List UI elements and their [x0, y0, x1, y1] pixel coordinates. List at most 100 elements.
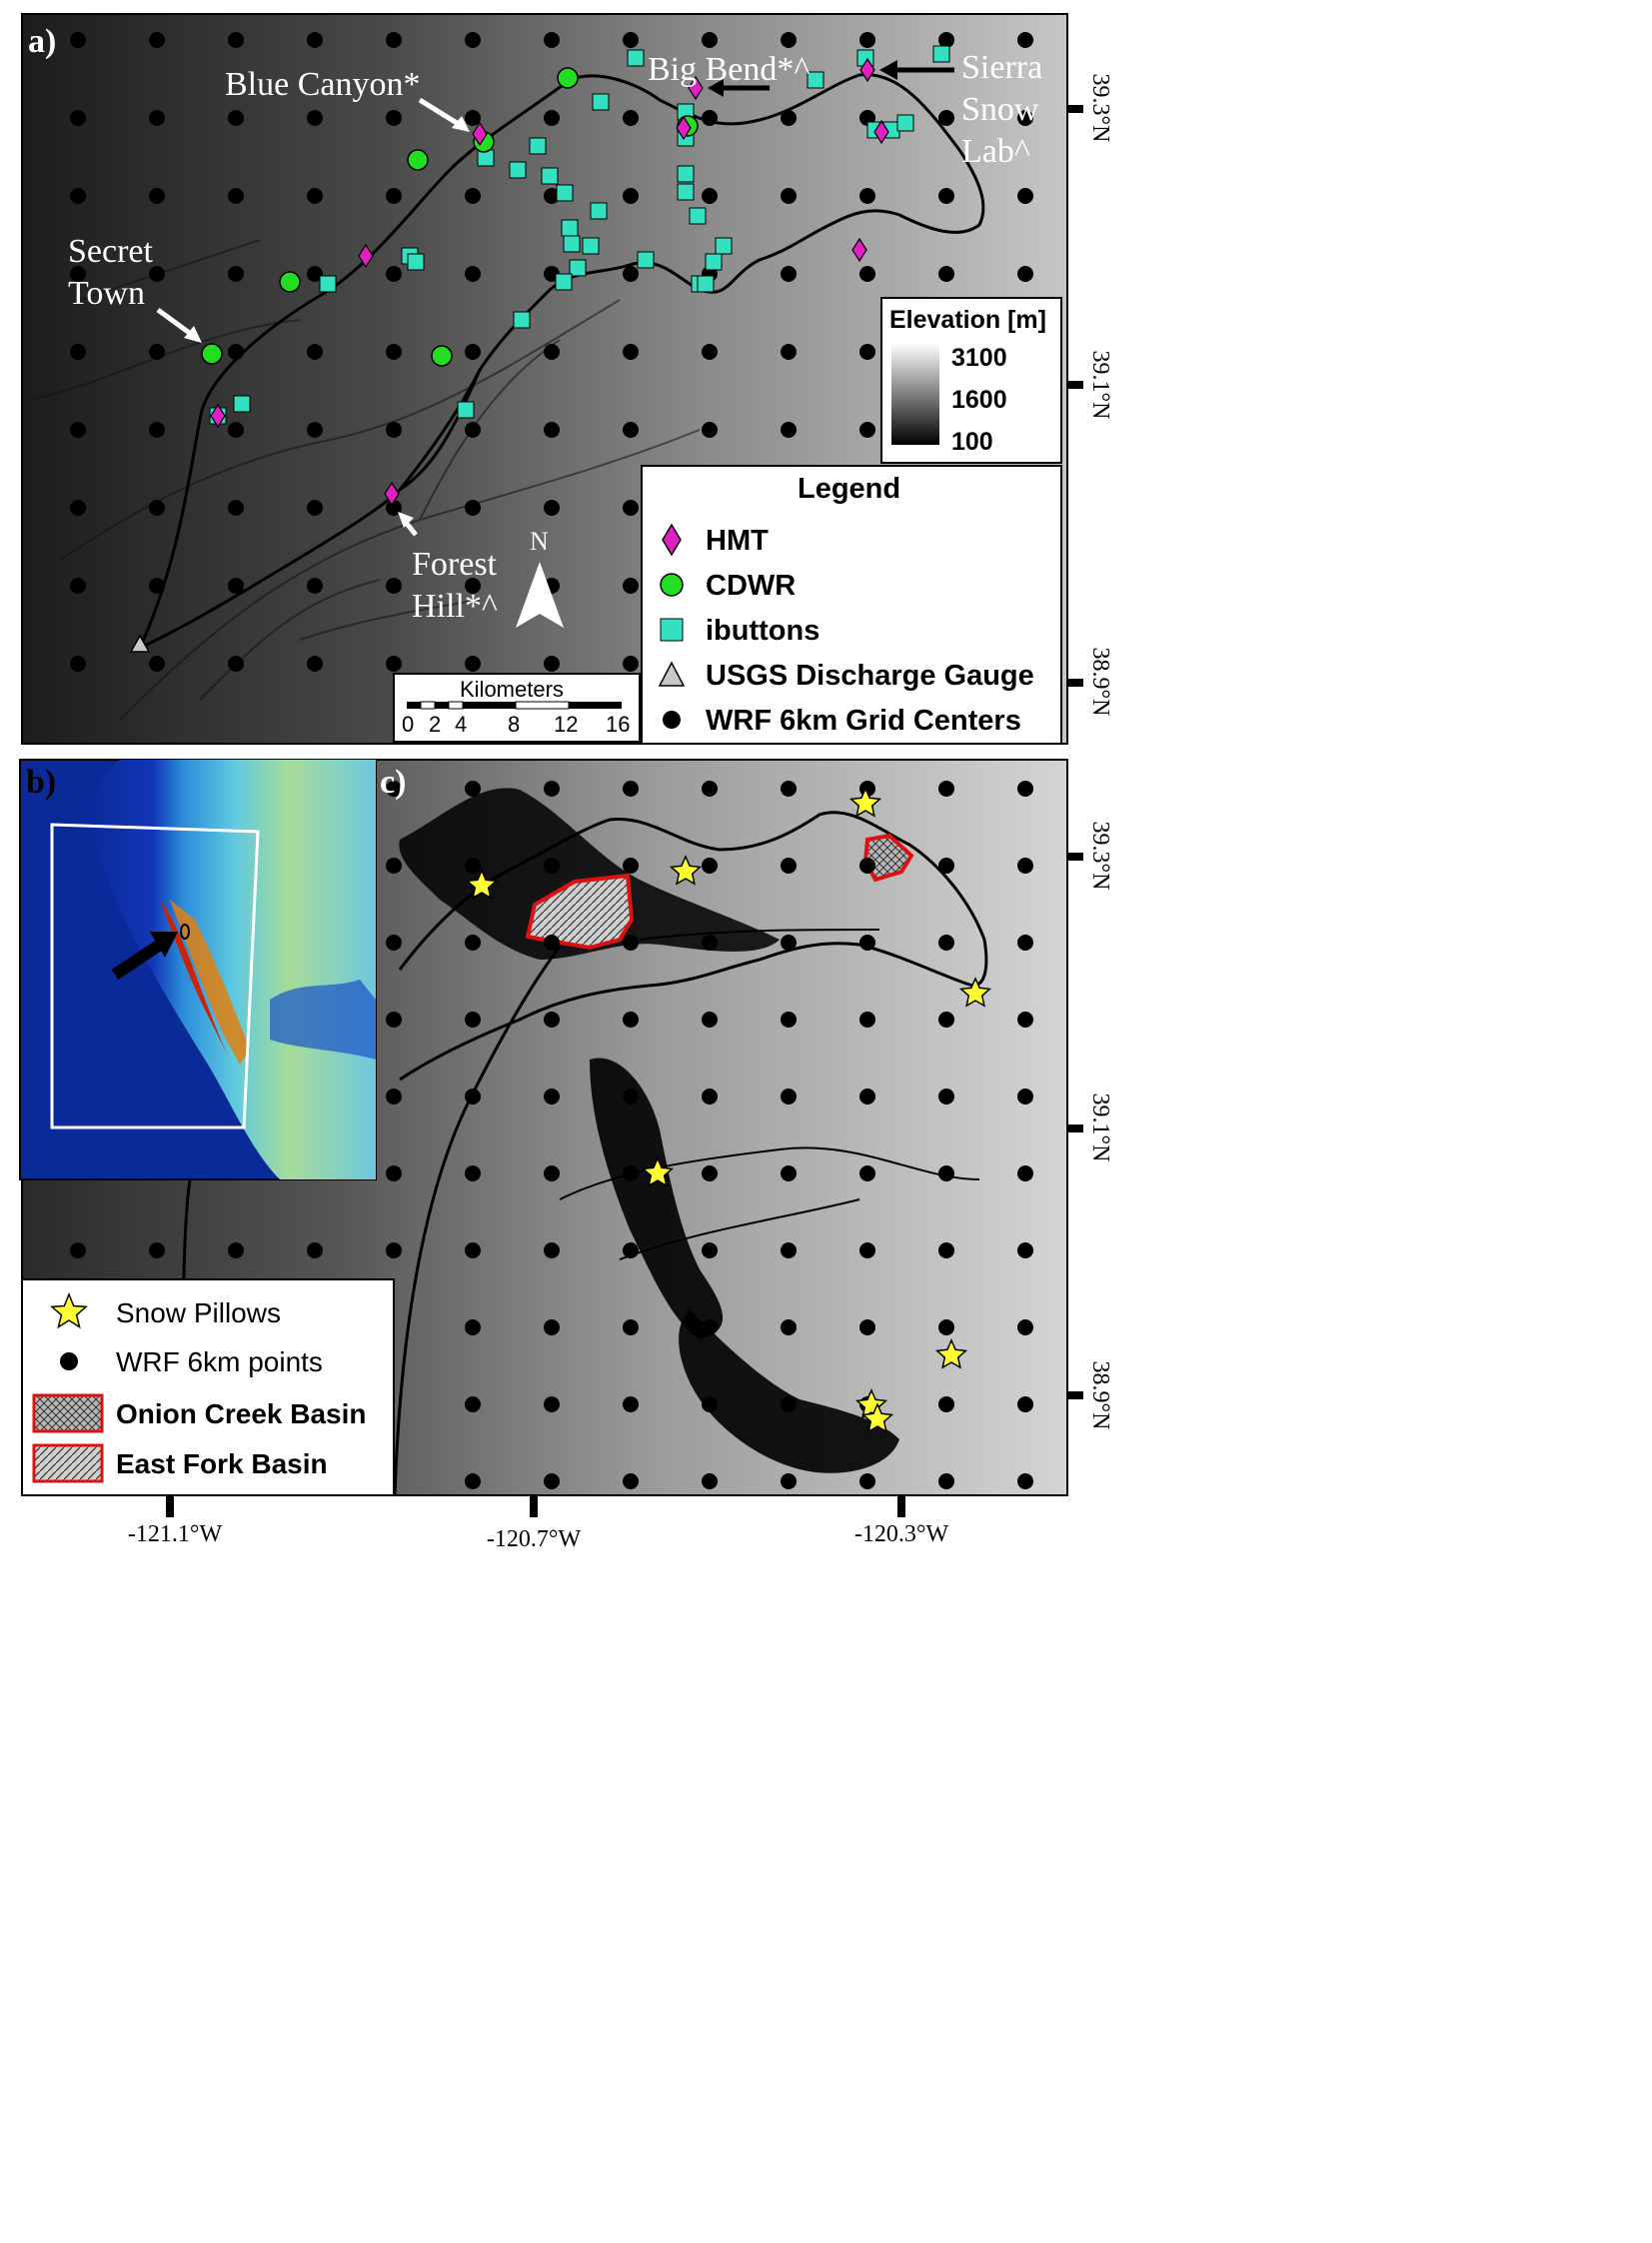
wrf-grid-point: [70, 266, 86, 282]
lat-tick-a-38-9: 38.9°N: [1087, 648, 1113, 717]
arrow-head-blue-canyon: [452, 116, 470, 132]
arrow-head-sierra: [879, 60, 897, 80]
arrow-head-secret-town: [184, 326, 202, 343]
wrf-grid-point: [465, 110, 481, 126]
snow-pillow-marker: [465, 869, 499, 900]
ibutton-marker: [556, 184, 574, 202]
wrf-grid-point: [544, 781, 560, 797]
wrf-grid-point: [938, 1242, 954, 1258]
wrf-grid-point: [702, 1396, 718, 1412]
arrow-head-big-bend: [708, 79, 724, 97]
wrf-grid-point: [70, 578, 86, 594]
scale-tick-16: 16: [606, 712, 630, 737]
hmt-marker: [210, 403, 226, 429]
wrf-grid-point: [544, 1012, 560, 1028]
cdwr-marker: [201, 343, 223, 365]
wrf-grid-point: [386, 266, 402, 282]
legend-wrf-points-icon: [60, 1352, 78, 1370]
legend-snow-pillow-label: Snow Pillows: [116, 1297, 281, 1328]
lon-ticks: -121.1°W -120.7°W -120.3°W: [128, 1495, 948, 1552]
snow-pillow-marker: [848, 787, 882, 818]
wrf-grid-c: [70, 781, 1033, 1489]
hmt-marker: [384, 481, 400, 507]
wrf-grid-point: [938, 781, 954, 797]
wrf-grid-point: [465, 1242, 481, 1258]
wrf-grid-point: [1017, 32, 1033, 48]
ibutton-marker: [563, 235, 581, 253]
panel-a-label: a): [28, 23, 56, 60]
usgs-gauge-marker: [129, 634, 151, 653]
ibutton-marker: [529, 137, 547, 155]
wrf-grid-point: [702, 188, 718, 204]
wrf-grid-point: [702, 422, 718, 438]
wrf-grid-point: [938, 1396, 954, 1412]
wrf-grid-point: [938, 110, 954, 126]
wrf-grid-point: [544, 1165, 560, 1181]
wrf-grid-point: [781, 781, 797, 797]
wrf-grid-point: [544, 32, 560, 48]
lon-tick-120-7: -120.7°W: [487, 1526, 582, 1552]
ibutton-marker: [697, 275, 715, 293]
ibutton-marker: [705, 253, 723, 271]
wrf-grid-point: [781, 1396, 797, 1412]
snow-pillow-marker: [860, 1402, 894, 1433]
wrf-grid-point: [623, 32, 639, 48]
wrf-grid-point: [859, 266, 875, 282]
wrf-grid-point: [149, 32, 165, 48]
wrf-grid-point: [544, 344, 560, 360]
wrf-grid-point: [623, 935, 639, 951]
wrf-grid-point: [781, 1473, 797, 1489]
legend-wrf-label: WRF 6km Grid Centers: [706, 705, 1021, 737]
wrf-grid-point: [544, 1319, 560, 1335]
wrf-grid-point: [781, 1319, 797, 1335]
wrf-grid-point: [386, 344, 402, 360]
wrf-grid-point: [702, 1319, 718, 1335]
panel-b-domain-box: [50, 823, 260, 1129]
wrf-grid-point: [149, 500, 165, 516]
panel-b-sierra-high: [160, 900, 230, 1060]
elevation-ramp: [891, 343, 939, 445]
wrf-grid-point: [859, 858, 875, 874]
wrf-grid-point: [1017, 1242, 1033, 1258]
wrf-grid-point: [228, 500, 244, 516]
panel-a: a) Blue Canyon* Big Bend*^ Sierra Snow L…: [21, 13, 1068, 745]
wrf-grid-point: [623, 422, 639, 438]
legend-east-fork-icon: [32, 1443, 104, 1483]
hmt-marker: [676, 115, 692, 141]
legend-cdwr-label: CDWR: [706, 570, 796, 602]
snow-pillow-marker: [934, 1338, 968, 1369]
basin-inner-a: [399, 369, 482, 492]
legend-onion-creek-label: Onion Creek Basin: [116, 1398, 367, 1429]
ibutton-marker: [627, 49, 645, 67]
wrf-grid-point: [702, 32, 718, 48]
cdwr-marker: [431, 345, 453, 367]
wrf-grid-point: [1017, 1012, 1033, 1028]
wrf-grid-point: [70, 110, 86, 126]
wrf-grid-point: [1017, 110, 1033, 126]
panel-b-sierra-mid: [170, 900, 250, 1065]
wrf-grid-point: [623, 1473, 639, 1489]
wrf-grid-point: [149, 110, 165, 126]
elevation-title: Elevation [m]: [889, 306, 1046, 334]
wrf-grid-point: [307, 266, 323, 282]
wrf-grid-point: [307, 500, 323, 516]
elevation-colorbar: Elevation [m] 3100 1600 100: [880, 297, 1062, 464]
label-forest-2: Hill*^: [412, 588, 498, 625]
wrf-grid-point: [386, 935, 402, 951]
lat-ticks: 39.3°N 39.1°N 38.9°N 39.3°N 39.1°N 38.9°…: [1067, 74, 1113, 1429]
wrf-grid-point: [544, 500, 560, 516]
wrf-grid-point: [702, 1165, 718, 1181]
wrf-grid-point: [781, 1242, 797, 1258]
wrf-grid-point: [623, 1165, 639, 1181]
wrf-grid-point: [228, 110, 244, 126]
legend-snow-pillow-icon: [50, 1292, 88, 1329]
wrf-grid-point: [70, 32, 86, 48]
wrf-grid-point: [465, 32, 481, 48]
wrf-grid-point: [544, 1242, 560, 1258]
ibutton-marker: [561, 219, 579, 237]
wrf-grid-point: [544, 656, 560, 672]
wrf-grid-point: [702, 935, 718, 951]
wrf-grid-point: [859, 1319, 875, 1335]
wrf-grid-point: [228, 656, 244, 672]
wrf-grid-point: [465, 1319, 481, 1335]
